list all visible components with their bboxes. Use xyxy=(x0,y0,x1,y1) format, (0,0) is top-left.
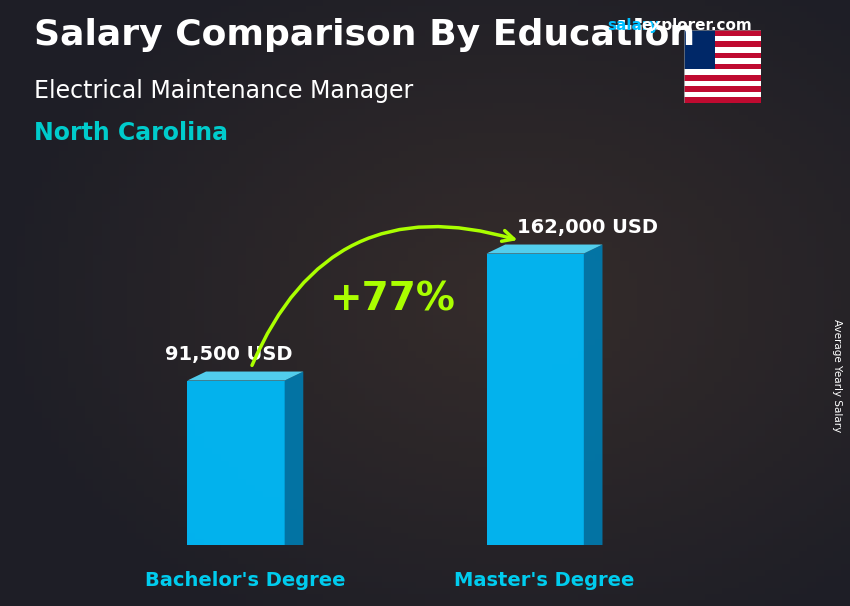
Text: Master's Degree: Master's Degree xyxy=(454,571,635,590)
Polygon shape xyxy=(486,245,603,253)
Bar xyxy=(684,58,761,64)
Bar xyxy=(684,92,761,98)
Text: Average Yearly Salary: Average Yearly Salary xyxy=(832,319,842,432)
Bar xyxy=(684,75,761,81)
Bar xyxy=(684,53,761,58)
Text: Electrical Maintenance Manager: Electrical Maintenance Manager xyxy=(34,79,413,103)
Polygon shape xyxy=(187,371,303,381)
Bar xyxy=(684,41,761,47)
Polygon shape xyxy=(187,381,285,545)
Bar xyxy=(684,30,715,70)
Bar xyxy=(684,98,761,103)
Bar xyxy=(684,81,761,86)
Text: 91,500 USD: 91,500 USD xyxy=(165,345,292,364)
Text: Bachelor's Degree: Bachelor's Degree xyxy=(145,571,346,590)
Text: Salary Comparison By Education: Salary Comparison By Education xyxy=(34,18,695,52)
Bar xyxy=(684,30,761,36)
Text: 162,000 USD: 162,000 USD xyxy=(517,218,658,238)
Polygon shape xyxy=(486,253,584,545)
Bar xyxy=(684,47,761,53)
Text: +77%: +77% xyxy=(330,281,456,319)
Text: salary: salary xyxy=(608,18,660,33)
Bar xyxy=(684,36,761,41)
Polygon shape xyxy=(285,371,303,545)
Bar xyxy=(684,86,761,92)
Bar xyxy=(684,70,761,75)
Text: North Carolina: North Carolina xyxy=(34,121,228,145)
Bar xyxy=(684,64,761,70)
Text: explorer.com: explorer.com xyxy=(641,18,751,33)
Polygon shape xyxy=(584,245,603,545)
